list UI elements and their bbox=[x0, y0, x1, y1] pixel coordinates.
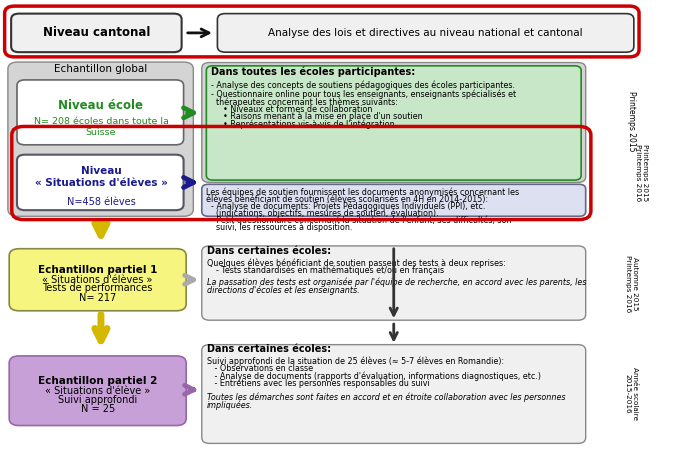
Text: - Petit questionnaire concernant la situation de l'enfant, ses difficultés, son: - Petit questionnaire concernant la situ… bbox=[206, 216, 511, 225]
FancyBboxPatch shape bbox=[202, 184, 586, 216]
Text: Niveau
« Situations d'élèves »: Niveau « Situations d'élèves » bbox=[34, 166, 167, 188]
Text: N= 217: N= 217 bbox=[79, 293, 116, 303]
FancyBboxPatch shape bbox=[202, 345, 586, 443]
Text: N=458 élèves: N=458 élèves bbox=[67, 197, 135, 207]
Text: - Questionnaire online pour tous les enseignants, enseignants spécialisés et: - Questionnaire online pour tous les ens… bbox=[211, 90, 516, 99]
FancyBboxPatch shape bbox=[9, 356, 186, 426]
FancyBboxPatch shape bbox=[217, 14, 634, 52]
FancyBboxPatch shape bbox=[8, 62, 193, 216]
Text: Niveau école: Niveau école bbox=[59, 99, 144, 112]
Text: - Analyse de documents (rapports d'évaluation, informations diagnostiques, etc.): - Analyse de documents (rapports d'évalu… bbox=[207, 371, 541, 381]
Text: - Observations en classe: - Observations en classe bbox=[207, 364, 313, 373]
FancyBboxPatch shape bbox=[207, 66, 581, 180]
Text: N = 25: N = 25 bbox=[80, 404, 115, 414]
Text: Echantillon partiel 2: Echantillon partiel 2 bbox=[38, 376, 157, 386]
Text: - Analyse de documents: Projets Pédagogiques Individuels (PPI), etc.: - Analyse de documents: Projets Pédagogi… bbox=[206, 201, 485, 211]
Text: - Analyse des concepts de soutiens pédagogiques des écoles participantes.: - Analyse des concepts de soutiens pédag… bbox=[211, 80, 515, 90]
Text: Printemps 2015
Printemps 2016: Printemps 2015 Printemps 2016 bbox=[635, 144, 648, 201]
Text: (indications, objectifs, mesures de soutien, évaluation).: (indications, objectifs, mesures de sout… bbox=[206, 209, 438, 218]
FancyBboxPatch shape bbox=[9, 249, 186, 311]
Text: Suivi approfondi de la situation de 25 élèves (≈ 5-7 élèves en Romandie):: Suivi approfondi de la situation de 25 é… bbox=[207, 357, 504, 366]
Text: Quelques élèves bénéficiant de soutien passent des tests à deux reprises:: Quelques élèves bénéficiant de soutien p… bbox=[207, 258, 506, 268]
Text: • Niveaux et formes de collaboration: • Niveaux et formes de collaboration bbox=[223, 105, 372, 114]
Text: impliquées.: impliquées. bbox=[207, 400, 253, 410]
Text: Echantillon global: Echantillon global bbox=[54, 64, 148, 74]
Text: directions d'écoles et les enseignants.: directions d'écoles et les enseignants. bbox=[207, 285, 360, 295]
Text: • Raisons menant à la mise en place d'un soutien: • Raisons menant à la mise en place d'un… bbox=[223, 113, 423, 122]
Text: Niveau cantonal: Niveau cantonal bbox=[43, 26, 150, 39]
FancyBboxPatch shape bbox=[11, 14, 182, 52]
Text: Dans certaines écoles:: Dans certaines écoles: bbox=[207, 245, 331, 255]
FancyBboxPatch shape bbox=[17, 80, 184, 145]
Text: élèves bénéficiant de soutien (élèves scolarisés en 4H en 2014-2015):: élèves bénéficiant de soutien (élèves sc… bbox=[206, 195, 488, 204]
Text: Analyse des lois et directives au niveau national et cantonal: Analyse des lois et directives au niveau… bbox=[268, 28, 583, 38]
Text: thérapeutes concernant les thèmes suivants:: thérapeutes concernant les thèmes suivan… bbox=[211, 97, 398, 107]
FancyBboxPatch shape bbox=[202, 62, 586, 183]
Text: Printemps 2015: Printemps 2015 bbox=[626, 91, 636, 151]
Text: Echantillon partiel 1: Echantillon partiel 1 bbox=[38, 265, 157, 275]
Text: suivi, les ressources à disposition.: suivi, les ressources à disposition. bbox=[206, 223, 352, 232]
Text: La passation des tests est organisée par l'équipe de recherche, en accord avec l: La passation des tests est organisée par… bbox=[207, 278, 587, 288]
Text: Année scolaire
2015-2016: Année scolaire 2015-2016 bbox=[625, 368, 638, 420]
Text: Toutes les démarches sont faites en accord et en étroite collaboration avec les : Toutes les démarches sont faites en acco… bbox=[207, 393, 566, 402]
FancyBboxPatch shape bbox=[17, 155, 184, 210]
Text: Automne 2015
Printemps 2016: Automne 2015 Printemps 2016 bbox=[625, 255, 638, 312]
Text: « Situations d'élèves »: « Situations d'élèves » bbox=[43, 275, 153, 285]
Text: « Situations d'élève »: « Situations d'élève » bbox=[45, 386, 151, 396]
Text: Dans toutes les écoles participantes:: Dans toutes les écoles participantes: bbox=[211, 66, 415, 77]
Text: - Tests standardisés en mathématiques et/ou en français: - Tests standardisés en mathématiques et… bbox=[216, 266, 444, 275]
Text: Tests de performances: Tests de performances bbox=[43, 283, 153, 293]
Text: Suivi approfondi: Suivi approfondi bbox=[58, 394, 137, 405]
Text: N= 208 écoles dans toute la
Suisse: N= 208 écoles dans toute la Suisse bbox=[34, 116, 168, 137]
Text: Les équipes de soutien fournissent les documents anonymisés concernant les: Les équipes de soutien fournissent les d… bbox=[206, 188, 519, 197]
Text: - Entretiens avec les personnes responsables du suivi: - Entretiens avec les personnes responsa… bbox=[207, 379, 430, 388]
Text: • Représentations vis-à-vis de l'intégration: • Représentations vis-à-vis de l'intégra… bbox=[223, 120, 394, 130]
Text: Dans certaines écoles:: Dans certaines écoles: bbox=[207, 344, 331, 354]
FancyBboxPatch shape bbox=[202, 246, 586, 320]
